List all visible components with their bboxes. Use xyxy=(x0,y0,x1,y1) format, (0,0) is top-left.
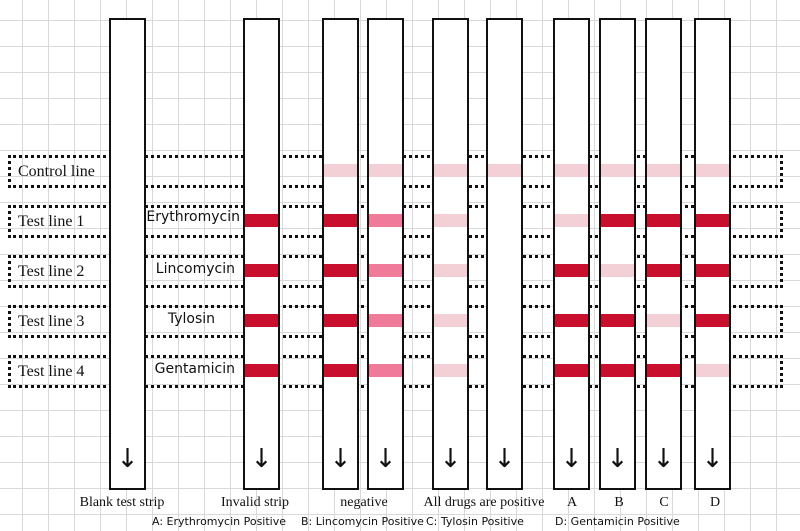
legend-item: B: Lincomycin Positive xyxy=(301,515,424,528)
test-strip xyxy=(645,18,682,490)
band-strong xyxy=(324,214,357,227)
test-strip xyxy=(599,18,636,490)
band-strong xyxy=(696,314,729,327)
drug-label: Erythromycin xyxy=(146,209,240,225)
down-arrow-icon: ↓ xyxy=(493,444,516,474)
band-strong xyxy=(696,214,729,227)
row-label: Control line xyxy=(18,163,95,180)
band-faint xyxy=(696,364,729,377)
legend-item: C: Tylosin Positive xyxy=(426,515,524,528)
drug-label: Tylosin xyxy=(167,311,215,327)
band-strong xyxy=(245,314,278,327)
strip-label: Invalid strip xyxy=(220,495,290,510)
band-strong xyxy=(647,214,680,227)
test-strip xyxy=(694,18,731,490)
row-label: Test line 4 xyxy=(18,363,85,380)
band-strong xyxy=(647,264,680,277)
band-strong xyxy=(601,214,634,227)
band-faint xyxy=(601,264,634,277)
test-strip xyxy=(243,18,280,490)
band-faint xyxy=(555,164,588,177)
down-arrow-icon: ↓ xyxy=(560,444,583,474)
legend-item: D: Gentamicin Positive xyxy=(555,515,680,528)
band-faint xyxy=(647,164,680,177)
row-label: Test line 2 xyxy=(18,263,85,280)
band-medium xyxy=(369,314,402,327)
band-strong xyxy=(696,264,729,277)
test-strip xyxy=(553,18,590,490)
strip-label: negative xyxy=(340,495,388,510)
band-strong xyxy=(245,264,278,277)
band-strong xyxy=(324,364,357,377)
band-faint xyxy=(434,364,467,377)
strip-label: C xyxy=(659,495,669,510)
strip-label: B xyxy=(614,495,624,510)
legend-item: A: Erythromycin Positive xyxy=(152,515,287,528)
band-faint xyxy=(696,164,729,177)
test-strip xyxy=(322,18,359,490)
band-strong xyxy=(601,364,634,377)
down-arrow-icon: ↓ xyxy=(606,444,629,474)
down-arrow-icon: ↓ xyxy=(250,444,273,474)
band-strong xyxy=(555,264,588,277)
strip-label: D xyxy=(709,495,721,510)
drug-label: Lincomycin xyxy=(155,261,235,277)
down-arrow-icon: ↓ xyxy=(116,444,139,474)
band-medium xyxy=(369,214,402,227)
band-faint xyxy=(369,164,402,177)
row-label: Test line 1 xyxy=(18,213,85,230)
down-arrow-icon: ↓ xyxy=(374,444,397,474)
strip-label: Blank test strip xyxy=(79,495,165,510)
test-strip xyxy=(432,18,469,490)
band-strong xyxy=(555,314,588,327)
down-arrow-icon: ↓ xyxy=(329,444,352,474)
band-faint xyxy=(647,314,680,327)
down-arrow-icon: ↓ xyxy=(439,444,462,474)
drug-label: Gentamicin xyxy=(154,361,235,377)
band-strong xyxy=(555,364,588,377)
band-strong xyxy=(245,214,278,227)
band-faint xyxy=(434,164,467,177)
test-strip xyxy=(367,18,404,490)
band-faint xyxy=(601,164,634,177)
test-strip xyxy=(109,18,146,490)
down-arrow-icon: ↓ xyxy=(652,444,675,474)
test-strip xyxy=(486,18,523,490)
band-faint xyxy=(434,314,467,327)
band-strong xyxy=(647,364,680,377)
band-strong xyxy=(601,314,634,327)
strip-label: All drugs are positive xyxy=(423,495,545,510)
row-label: Test line 3 xyxy=(18,313,85,330)
band-faint xyxy=(555,214,588,227)
band-medium xyxy=(369,264,402,277)
band-faint xyxy=(488,164,521,177)
band-medium xyxy=(369,364,402,377)
band-faint xyxy=(324,164,357,177)
strip-label: A xyxy=(566,495,578,510)
down-arrow-icon: ↓ xyxy=(701,444,724,474)
band-faint xyxy=(434,264,467,277)
band-faint xyxy=(434,214,467,227)
band-strong xyxy=(245,364,278,377)
band-strong xyxy=(324,264,357,277)
band-strong xyxy=(324,314,357,327)
